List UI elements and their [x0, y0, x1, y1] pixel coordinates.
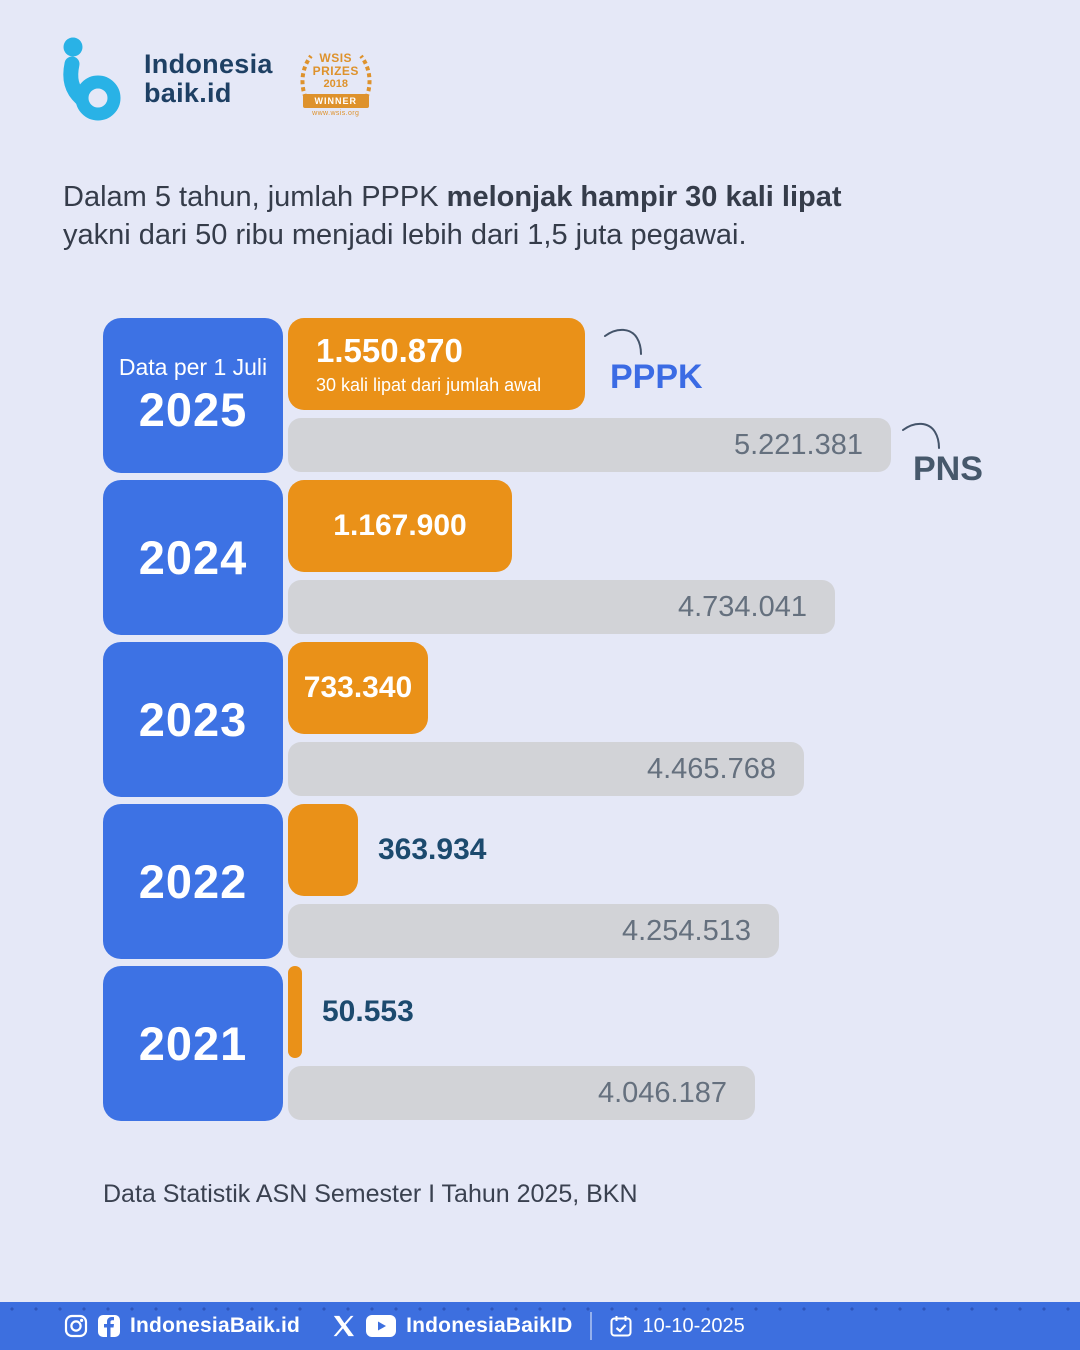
pns-value-label: 4.734.041	[677, 590, 807, 623]
year-box-2022: 2022	[103, 804, 283, 959]
pppk-bar-2024: 1.167.900	[288, 480, 512, 572]
chart-row-2022: 2022 363.934 4.254.513	[103, 804, 1063, 959]
youtube-icon	[366, 1315, 397, 1337]
footer-social-left: IndonesiaBaik.id	[64, 1314, 300, 1338]
year-label: 2024	[138, 531, 248, 584]
year-label: 2023	[138, 693, 248, 746]
chart-row-2021: 2021 50.553 4.046.187	[103, 966, 1063, 1121]
award-year: 2018	[323, 78, 348, 90]
year-label: 2025	[138, 383, 248, 436]
brand-line2: baik.id	[144, 78, 232, 108]
indonesiabaik-logo-icon	[63, 37, 121, 121]
award-url: www.wsis.org	[312, 110, 360, 117]
year-box-2023: 2023	[103, 642, 283, 797]
year-box-2025: Data per 1 Juli 2025	[103, 318, 283, 473]
brand-header: Indonesia baik.id WSIS PRIZES 2018 WINNE…	[58, 36, 373, 124]
pppk-bar-2021	[288, 966, 302, 1058]
footer-date: 10-10-2025	[642, 1314, 745, 1337]
award-winner-ribbon: WINNER	[302, 94, 369, 108]
pppk-value-label: 363.934	[378, 833, 487, 866]
pns-bar-2023: 4.465.768	[288, 742, 804, 796]
instagram-icon	[64, 1314, 88, 1338]
pppk-value-label: 50.553	[322, 995, 414, 1028]
footer-social-right: IndonesiaBaikID	[332, 1314, 572, 1338]
headline-bold: melonjak hampir 30 kali lipat	[446, 181, 842, 213]
brand-line1: Indonesia	[144, 49, 273, 79]
pns-value-label: 4.465.768	[646, 752, 776, 785]
pppk-bar-2025: 1.550.870 30 kali lipat dari jumlah awal	[288, 318, 585, 410]
headline-line2: yakni dari 50 ribu menjadi lebih dari 1,…	[63, 219, 747, 251]
facebook-icon	[98, 1315, 120, 1337]
pppk-value-label: 733.340	[303, 671, 413, 704]
bars-2024: 1.167.900 4.734.041	[288, 480, 1063, 635]
pppk-value-label: 1.550.870	[316, 332, 463, 369]
laurel-wreath-icon	[300, 54, 372, 106]
footer-handle-right: IndonesiaBaikID	[406, 1314, 573, 1337]
pns-arrow-icon	[902, 422, 940, 449]
calendar-icon	[610, 1316, 632, 1337]
pns-value-label: 4.046.187	[597, 1076, 727, 1109]
award-line2: PRIZES	[312, 64, 359, 78]
year-note: Data per 1 Juli	[118, 354, 268, 380]
award-line1: WSIS	[319, 51, 353, 65]
pppk-note: 30 kali lipat dari jumlah awal	[316, 375, 542, 395]
chart-row-2023: 2023 733.340 4.465.768	[103, 642, 1063, 797]
pns-bar-2022: 4.254.513	[288, 904, 779, 958]
pppk-series-label: PPPK	[610, 358, 703, 396]
headline: Dalam 5 tahun, jumlah PPPK melonjak hamp…	[63, 178, 1023, 254]
pppk-bar-2023: 733.340	[288, 642, 428, 734]
pppk-value-label: 1.167.900	[333, 509, 467, 542]
wsis-award-badge: WSIS PRIZES 2018 WINNER www.wsis.org	[299, 52, 373, 117]
footer-bar: IndonesiaBaik.id IndonesiaBaikID 10-10-2…	[0, 1302, 1080, 1350]
pns-bar-2025: 5.221.381	[288, 418, 891, 472]
footer-date-group: 10-10-2025	[610, 1314, 745, 1338]
year-box-2024: 2024	[103, 480, 283, 635]
year-box-2021: 2021	[103, 966, 283, 1121]
headline-regular-1: Dalam 5 tahun, jumlah PPPK	[63, 181, 447, 213]
pns-bar-2021: 4.046.187	[288, 1066, 755, 1120]
x-twitter-icon	[333, 1315, 355, 1337]
footer-divider	[590, 1312, 593, 1340]
bars-2022: 363.934 4.254.513	[288, 804, 1063, 959]
bar-chart: Data per 1 Juli 2025 1.550.870 30 kali lipa…	[103, 318, 1063, 1128]
chart-row-2024: 2024 1.167.900 4.734.041	[103, 480, 1063, 635]
year-label: 2022	[138, 855, 248, 908]
bars-2025: 1.550.870 30 kali lipat dari jumlah awal 5…	[288, 318, 1063, 488]
bars-2021: 50.553 4.046.187	[288, 966, 1063, 1121]
brand-wordmark: Indonesia baik.id	[144, 50, 273, 108]
chart-row-2025: Data per 1 Juli 2025 1.550.870 30 kali lipa…	[103, 318, 1063, 488]
footer-handle-left: IndonesiaBaik.id	[130, 1314, 301, 1337]
data-source-note: Data Statistik ASN Semester I Tahun 2025…	[103, 1180, 638, 1208]
pppk-bar-content: 1.550.870 30 kali lipat dari jumlah awal	[288, 318, 585, 410]
pns-bar-2024: 4.734.041	[288, 580, 835, 634]
pns-series-label: PNS	[913, 450, 983, 488]
pns-value-label: 4.254.513	[621, 914, 751, 947]
pns-value-label: 5.221.381	[733, 428, 863, 461]
pppk-arrow-icon	[604, 328, 642, 355]
pppk-bar-2022	[288, 804, 358, 896]
year-label: 2021	[138, 1017, 248, 1070]
bars-2023: 733.340 4.465.768	[288, 642, 1063, 797]
